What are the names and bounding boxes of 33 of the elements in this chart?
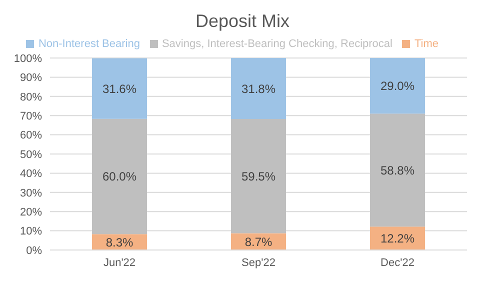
data-label: 12.2% [380, 232, 415, 246]
data-label: 59.5% [241, 169, 276, 184]
data-label: 60.0% [102, 170, 137, 184]
legend-label: Non-Interest Bearing [38, 38, 140, 50]
y-tick-label: 50% [20, 148, 42, 161]
data-label: 31.6% [102, 82, 137, 96]
legend-label: Savings, Interest-Bearing Checking, Reciprocal [162, 38, 392, 50]
y-tick-label: 0% [26, 244, 42, 257]
y-tick-label: 90% [20, 72, 42, 84]
data-label: 8.7% [244, 234, 272, 249]
chart-title: Deposit Mix [194, 10, 291, 33]
y-tick-label: 100% [14, 52, 42, 65]
data-label: 31.8% [241, 82, 276, 96]
bar [370, 114, 425, 227]
x-tick-label: Dec'22 [380, 256, 414, 269]
bar [231, 119, 286, 234]
y-tick-label: 80% [20, 91, 42, 104]
bar [92, 58, 147, 119]
legend-label: Time [414, 38, 439, 50]
bar [92, 118, 147, 234]
data-label: 8.3% [106, 235, 134, 250]
data-label: 58.8% [380, 163, 415, 178]
x-tick-label: Sep'22 [242, 256, 276, 269]
y-tick-label: 60% [20, 130, 42, 142]
x-tick-label: Jun'22 [103, 256, 136, 269]
y-tick-label: 20% [20, 206, 42, 219]
bar [370, 58, 425, 114]
data-label: 29.0% [380, 79, 415, 94]
y-tick-label: 30% [20, 187, 42, 200]
y-tick-label: 70% [20, 110, 42, 123]
y-tick-label: 40% [20, 168, 42, 180]
bar [231, 58, 286, 120]
y-tick-label: 10% [20, 226, 42, 238]
